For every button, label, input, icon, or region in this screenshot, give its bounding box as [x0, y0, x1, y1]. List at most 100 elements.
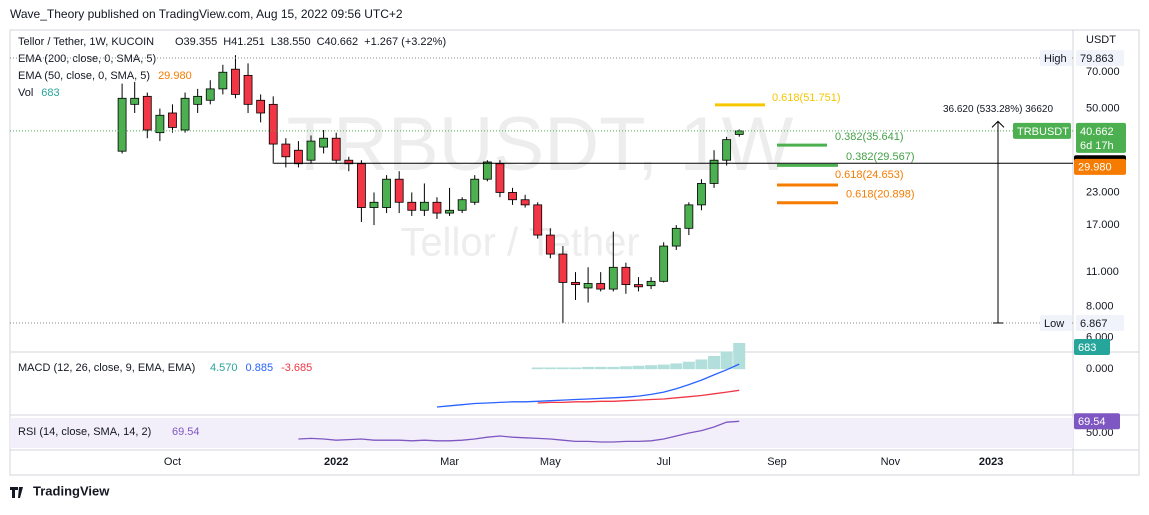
indicator-value: 683	[41, 87, 59, 99]
candle-body	[734, 130, 744, 135]
last-price: 40.662	[1080, 126, 1114, 138]
candle-body	[659, 245, 669, 282]
extreme-name: Low	[1044, 318, 1064, 330]
candle-body	[117, 97, 127, 152]
ohlc-label: O39.355	[175, 36, 217, 48]
extreme-name: High	[1044, 53, 1067, 65]
candle-body	[671, 227, 681, 247]
pane-title: RSI (14, close, SMA, 14, 2)	[18, 426, 151, 438]
candle-body	[382, 178, 391, 208]
candle-body	[457, 199, 467, 211]
candle-body	[155, 114, 165, 134]
volume-price-box	[1074, 339, 1110, 355]
histogram-bar	[582, 366, 595, 370]
candle-body	[356, 163, 366, 208]
x-tick-label: May	[540, 456, 561, 468]
candle-body	[306, 140, 316, 161]
candle-body	[608, 266, 618, 290]
countdown: 6d 17h	[1080, 140, 1114, 152]
extreme-name-box	[1040, 50, 1072, 67]
macd-line	[436, 363, 740, 408]
histogram-bar	[720, 351, 733, 370]
candle-body	[231, 68, 240, 95]
rsi-band	[10, 418, 1073, 448]
fib-label: 0.382(35.641)	[835, 131, 904, 143]
histogram-bar	[670, 363, 683, 370]
histogram-bar	[619, 366, 632, 370]
fib-label: 0.618(51.751)	[772, 92, 841, 104]
candle-body	[294, 149, 303, 165]
candle-body	[621, 266, 631, 285]
histogram-bar	[695, 359, 708, 370]
candle-body	[533, 204, 543, 236]
indicator-name: Vol	[18, 87, 33, 99]
fib-label: 0.382(29.567)	[846, 151, 915, 163]
candle-body	[180, 97, 190, 131]
extreme-value: 6.867	[1080, 318, 1108, 330]
x-tick-label: 2022	[324, 456, 348, 468]
histogram-bar	[632, 365, 645, 370]
candle-body	[281, 143, 291, 158]
y-tick-label: 8.000	[1086, 300, 1114, 312]
histogram-bar	[682, 361, 695, 370]
candle-body	[722, 139, 732, 161]
x-tick-label: Jul	[657, 456, 671, 468]
histogram-bar	[733, 343, 746, 370]
histogram-bar	[594, 366, 607, 370]
histogram-bar	[569, 367, 582, 370]
candle-body	[243, 74, 253, 105]
indicator-value: 29.980	[158, 70, 192, 82]
y-tick-label: 0.000	[1086, 363, 1114, 375]
extreme-value-box	[1076, 50, 1124, 67]
indicator-name: EMA (200, close, 0, SMA, 5)	[18, 53, 156, 65]
y-tick-label: 23.000	[1086, 186, 1120, 198]
rsi-price: 69.54	[1078, 416, 1106, 428]
candle-body	[407, 201, 417, 211]
candle-body	[218, 71, 228, 90]
symbol-label-box	[1013, 122, 1071, 139]
extreme-value-box	[1076, 315, 1124, 332]
candle-body	[168, 112, 177, 128]
candle-body	[545, 234, 555, 255]
publisher: Wave_Theory published on TradingView.com…	[10, 7, 403, 21]
x-tick-label: Oct	[164, 456, 181, 468]
y-tick-label: 17.000	[1086, 219, 1120, 231]
legend-value: 0.885	[246, 362, 274, 374]
candle-body	[634, 284, 643, 288]
volume-price: 683	[1078, 342, 1096, 354]
x-tick-label: 2023	[979, 456, 1003, 468]
candle-body	[495, 163, 505, 193]
candle-body	[684, 204, 694, 229]
candle-body	[369, 201, 379, 208]
candle-body	[583, 283, 593, 289]
histogram-bar	[556, 367, 569, 370]
countdown-box	[1076, 136, 1126, 153]
candle-body	[697, 183, 706, 206]
candle-body	[470, 178, 480, 203]
candle-body	[482, 161, 492, 180]
candle-body	[130, 97, 140, 105]
legend-title: Tellor / Tether, 1W, KUCOIN	[18, 36, 154, 48]
candle-body	[571, 282, 580, 285]
histogram-bar	[531, 367, 544, 370]
candle-body	[193, 95, 203, 105]
ohlc-label: +1.267 (+3.22%)	[364, 36, 446, 48]
y-tick-label: 11.000	[1086, 266, 1119, 278]
histogram-bar	[708, 356, 721, 370]
candle-body	[508, 192, 517, 201]
legend-value: 4.570	[210, 362, 238, 374]
ema-price-box	[1074, 158, 1126, 175]
candle-body	[419, 201, 429, 211]
candle-body	[709, 159, 719, 184]
ohlc-label: H41.251	[223, 36, 265, 48]
signal-line	[537, 389, 740, 404]
candle-body	[256, 99, 266, 114]
brand: TradingView	[33, 483, 110, 498]
measure-arrow	[991, 120, 1005, 128]
legend-value: -3.685	[281, 362, 312, 374]
currency: USDT	[1086, 34, 1116, 46]
extreme-name-box	[1040, 315, 1072, 332]
fib-label: 0.618(20.898)	[846, 189, 915, 201]
watermark-subtitle: Tellor / Tether	[400, 221, 639, 265]
